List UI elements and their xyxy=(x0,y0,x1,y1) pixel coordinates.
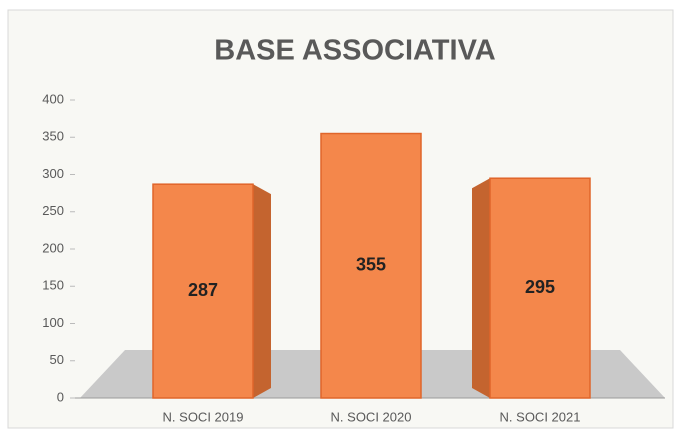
bar-side xyxy=(472,178,490,398)
data-label: 295 xyxy=(525,277,555,297)
y-tick-label: 200 xyxy=(42,240,64,255)
y-tick-label: 250 xyxy=(42,203,64,218)
bar xyxy=(489,177,591,399)
data-label: 287 xyxy=(188,280,218,300)
y-tick-label: 0 xyxy=(57,389,64,404)
y-tick-label: 150 xyxy=(42,278,64,293)
bar xyxy=(320,132,422,399)
x-tick-label: N. SOCI 2020 xyxy=(331,409,412,424)
y-tick-label: 100 xyxy=(42,315,64,330)
y-tick-label: 300 xyxy=(42,166,64,181)
bar xyxy=(152,183,254,399)
data-label: 355 xyxy=(356,255,386,275)
y-tick-label: 400 xyxy=(42,91,64,106)
y-tick-label: 350 xyxy=(42,129,64,144)
x-tick-label: N. SOCI 2021 xyxy=(500,409,581,424)
chart-title: BASE ASSOCIATIVA xyxy=(214,35,495,67)
y-tick-label: 50 xyxy=(50,352,64,367)
bar-side xyxy=(253,184,271,398)
x-tick-label: N. SOCI 2019 xyxy=(163,409,244,424)
